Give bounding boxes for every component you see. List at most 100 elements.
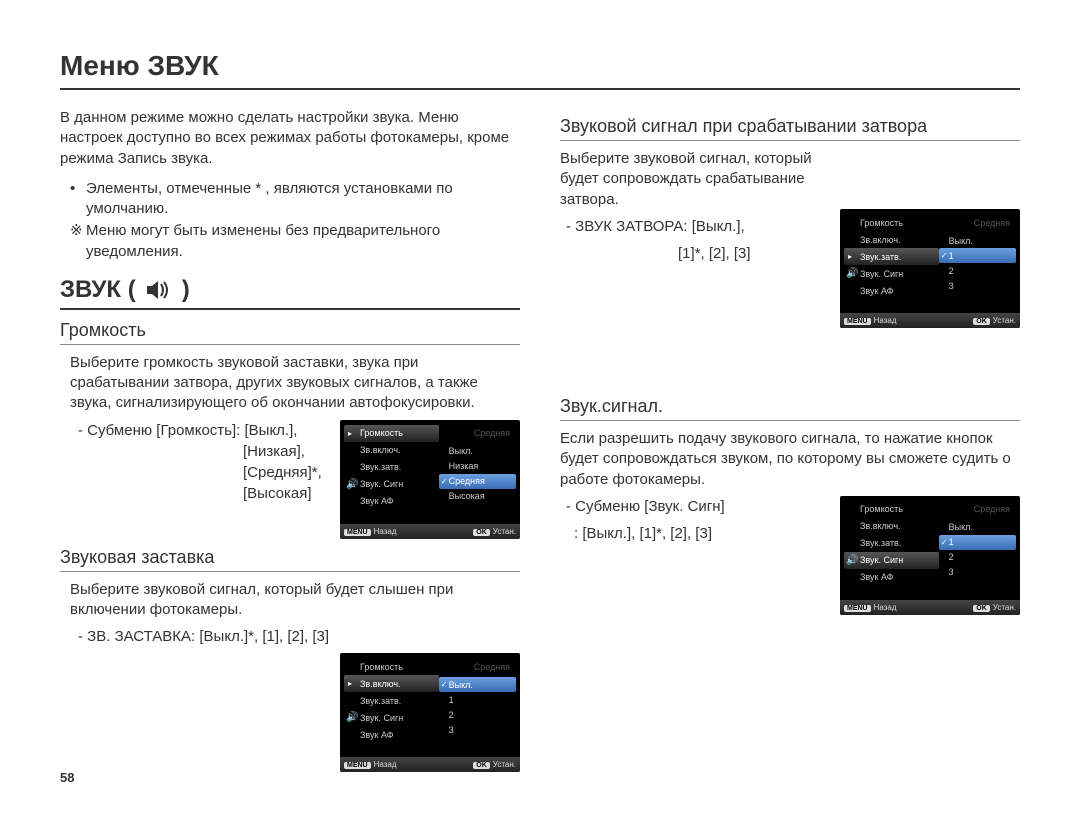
shutter-setting2: [1]*, [2], [3]: [560, 243, 828, 264]
mini-option: 1: [939, 535, 1016, 550]
mini-right-value: Средняя: [439, 658, 516, 675]
mini-option: Средняя: [439, 474, 516, 489]
mini-right-value: Средняя: [939, 214, 1016, 231]
mini-left-row: Звук.затв.: [344, 692, 439, 709]
beep-setting2: : [Выкл.], [1]*, [2], [3]: [560, 523, 828, 544]
mini-left-row: 🔊Звук. Сигн: [344, 476, 439, 493]
mini-option: Выкл.: [439, 444, 516, 459]
mini-left-row: Зв.включ.: [844, 518, 939, 535]
mini-right: Средняя Выкл.123: [939, 496, 1020, 600]
mini-left-row: Зв.включ.: [344, 675, 439, 692]
screenshot-shutter: ГромкостьЗв.включ.Звук.затв.🔊Звук. СигнЗ…: [840, 209, 1020, 328]
mini-back: MENUНазад: [344, 527, 397, 536]
sub-shutter: Звуковой сигнал при срабатывании затвора: [560, 116, 1020, 141]
mini-option: 3: [939, 278, 1016, 293]
mini-option: Высокая: [439, 489, 516, 504]
bullet-mark: ※: [70, 221, 86, 262]
bullet-default: • Элементы, отмеченные * , являются уста…: [70, 179, 520, 220]
mini-left-row: Звук АФ: [844, 569, 939, 586]
mini-body: ГромкостьЗв.включ.Звук.затв.🔊Звук. СигнЗ…: [840, 209, 1020, 313]
mini-left-row: 🔊Звук. Сигн: [344, 709, 439, 726]
mini-option: 3: [939, 565, 1016, 580]
mini-back: MENUНазад: [844, 316, 897, 325]
mini-right-options: Выкл.123: [439, 677, 516, 737]
mini-right: Средняя Выкл.123: [939, 209, 1020, 313]
note-bullets: • Элементы, отмеченные * , являются уста…: [60, 179, 520, 262]
volume-setting-opt: [Средняя]*,: [78, 462, 328, 483]
bullet-mark: •: [70, 179, 86, 220]
mini-right-options: Выкл.НизкаяСредняяВысокая: [439, 444, 516, 504]
mini-option: Выкл.: [439, 677, 516, 692]
left-column: В данном режиме можно сделать настройки …: [60, 108, 520, 784]
mini-left-row: Звук.затв.: [844, 535, 939, 552]
mini-back: MENUНазад: [844, 603, 897, 612]
mini-ok: OKУстан.: [973, 603, 1016, 612]
shutter-setting1: - ЗВУК ЗАТВОРА: [Выкл.],: [560, 216, 828, 237]
bullet-notice: ※ Меню могут быть изменены без предварит…: [70, 221, 520, 262]
bullet-text: Элементы, отмеченные * , являются устано…: [86, 179, 520, 220]
mini-left-row: Громкость: [844, 214, 939, 231]
shutter-text: Выберите звуковой сигнал, который будет …: [560, 149, 828, 210]
mini-left-row: Громкость: [344, 658, 439, 675]
mini-option: 1: [939, 248, 1016, 263]
mini-left: ГромкостьЗв.включ.Звук.затв.🔊Звук. СигнЗ…: [340, 420, 439, 524]
mini-left-row: 🔊Звук. Сигн: [844, 265, 939, 282]
mini-left-row: Звук.затв.: [344, 459, 439, 476]
beep-setting1: - Субменю [Звук. Сигн]: [560, 496, 828, 517]
mini-right-options: Выкл.123: [939, 520, 1016, 580]
mini-option: Выкл.: [939, 233, 1016, 248]
page-title: Меню ЗВУК: [60, 50, 1020, 90]
volume-setting-main: - Субменю [Громкость]: [Выкл.],: [78, 422, 297, 439]
mini-left: ГромкостьЗв.включ.Звук.затв.🔊Звук. СигнЗ…: [840, 209, 939, 313]
mini-body: ГромкостьЗв.включ.Звук.затв.🔊Звук. СигнЗ…: [840, 496, 1020, 600]
mini-left: ГромкостьЗв.включ.Звук.затв.🔊Звук. СигнЗ…: [840, 496, 939, 600]
mini-right: СредняяВыкл.НизкаяСредняяВысокая: [439, 420, 520, 524]
mini-left-row: Зв.включ.: [844, 231, 939, 248]
mini-body: ГромкостьЗв.включ.Звук.затв.🔊Звук. СигнЗ…: [340, 420, 520, 524]
beep-text: Если разрешить подачу звукового сигнала,…: [560, 429, 1020, 490]
mini-footer: MENUНазад OKУстан.: [840, 600, 1020, 615]
mini-body: ГромкостьЗв.включ.Звук.затв.🔊Звук. СигнЗ…: [340, 653, 520, 757]
intro-text: В данном режиме можно сделать настройки …: [60, 108, 520, 169]
mini-ok: OKУстан.: [973, 316, 1016, 325]
sub-beep: Звук.сигнал.: [560, 396, 1020, 421]
mini-option: Низкая: [439, 459, 516, 474]
screenshot-startup: ГромкостьЗв.включ.Звук.затв.🔊Звук. СигнЗ…: [340, 653, 520, 772]
mini-right-value: Средняя: [439, 425, 516, 442]
mini-left-row: Звук АФ: [844, 282, 939, 299]
volume-setting: - Субменю [Громкость]: [Выкл.], [Низкая]…: [60, 420, 328, 504]
mini-left-row: Звук.затв.: [844, 248, 939, 265]
sound-heading-prefix: ЗВУК (: [60, 276, 136, 304]
startup-setting: - ЗВ. ЗАСТАВКА: [Выкл.]*, [1], [2], [3]: [60, 626, 520, 647]
sound-heading-suffix: ): [182, 276, 190, 304]
right-column: Звуковой сигнал при срабатывании затвора…: [560, 108, 1020, 784]
mini-left: ГромкостьЗв.включ.Звук.затв.🔊Звук. СигнЗ…: [340, 653, 439, 757]
screenshot-beep: ГромкостьЗв.включ.Звук.затв.🔊Звук. СигнЗ…: [840, 496, 1020, 615]
mini-footer: MENUНазад OKУстан.: [340, 757, 520, 772]
mini-footer: MENUНазад OKУстан.: [840, 313, 1020, 328]
volume-text: Выберите громкость звуковой заставки, зв…: [60, 353, 520, 414]
mini-left-row: 🔊Звук. Сигн: [844, 552, 939, 569]
mini-left-row: Зв.включ.: [344, 442, 439, 459]
startup-text: Выберите звуковой сигнал, который будет …: [60, 580, 520, 621]
mini-right-options: Выкл.123: [939, 233, 1016, 293]
mini-left-row: Громкость: [844, 501, 939, 518]
mini-right-value: Средняя: [939, 501, 1016, 518]
bullet-text: Меню могут быть изменены без предварител…: [86, 221, 520, 262]
sound-heading: ЗВУК ( ): [60, 276, 520, 310]
mini-right: Средняя Выкл.123: [439, 653, 520, 757]
page-number: 58: [60, 770, 74, 785]
sub-startup: Звуковая заставка: [60, 547, 520, 572]
mini-left-row: Громкость: [344, 425, 439, 442]
mini-footer: MENUНазад OKУстан.: [340, 524, 520, 539]
speaker-icon: [146, 279, 172, 301]
mini-option: Выкл.: [939, 520, 1016, 535]
mini-option: 2: [939, 550, 1016, 565]
sub-volume: Громкость: [60, 320, 520, 345]
mini-ok: OKУстан.: [473, 760, 516, 769]
mini-left-row: Звук АФ: [344, 726, 439, 743]
mini-option: 2: [939, 263, 1016, 278]
content-columns: В данном режиме можно сделать настройки …: [60, 108, 1020, 784]
mini-option: 2: [439, 707, 516, 722]
mini-option: 3: [439, 722, 516, 737]
